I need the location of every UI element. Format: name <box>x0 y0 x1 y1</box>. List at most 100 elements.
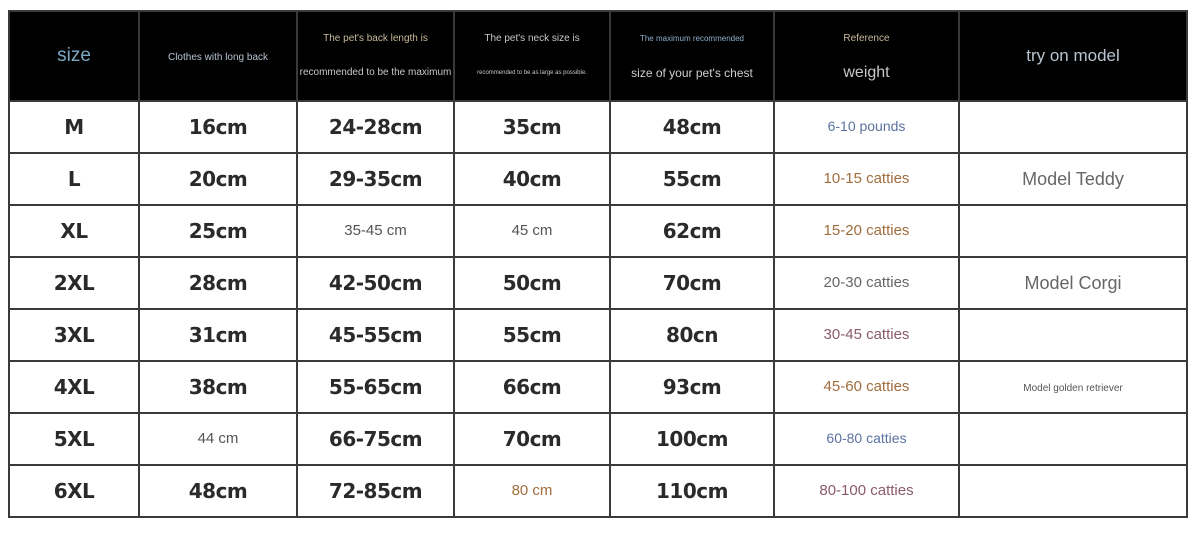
cell-back: 44 cm <box>138 412 298 466</box>
length-value: 42-50cm <box>328 271 423 295</box>
cell-length: 42-50cm <box>296 256 455 310</box>
length-value: 29-35cm <box>328 167 423 191</box>
header-neck-line1: The pet's neck size is <box>484 33 580 44</box>
weight-value: 20-30 catties <box>823 274 910 291</box>
weight-value: 6-10 pounds <box>827 118 906 134</box>
cell-weight: 6-10 pounds <box>773 100 960 154</box>
back-value: 20cm <box>188 167 248 191</box>
weight-value: 30-45 catties <box>823 326 910 343</box>
chest-value: 93cm <box>662 375 722 399</box>
header-back-length-line1: The pet's back length is <box>323 33 428 44</box>
cell-model: Model golden retriever <box>958 360 1188 414</box>
table-row: L 20cm 29-35cm 40cm 55cm 10-15 catties Model T… <box>8 152 1188 206</box>
cell-chest: 48cm <box>609 100 775 154</box>
cell-chest: 55cm <box>609 152 775 206</box>
model-value: Model Corgi <box>1024 272 1122 293</box>
cell-model: Model Teddy <box>958 152 1188 206</box>
neck-value: 50cm <box>502 271 562 295</box>
header-model-label: try on model <box>1026 46 1120 65</box>
cell-length: 29-35cm <box>296 152 455 206</box>
cell-model <box>958 100 1188 154</box>
header-size-label: size <box>57 45 91 66</box>
header-neck: The pet's neck size is recommended to be… <box>453 10 611 102</box>
cell-back: 48cm <box>138 464 298 518</box>
model-value: Model Teddy <box>1022 168 1124 189</box>
cell-back: 38cm <box>138 360 298 414</box>
back-value: 25cm <box>188 219 248 243</box>
cell-size: 3XL <box>8 308 140 362</box>
cell-length: 55-65cm <box>296 360 455 414</box>
weight-value: 15-20 catties <box>823 222 910 239</box>
size-chart-table: size Clothes with long back The pet's ba… <box>8 10 1188 518</box>
chest-value: 55cm <box>662 167 722 191</box>
cell-neck: 55cm <box>453 308 611 362</box>
cell-length: 72-85cm <box>296 464 455 518</box>
chest-value: 48cm <box>662 115 722 139</box>
weight-value: 60-80 catties <box>826 430 907 446</box>
cell-chest: 62cm <box>609 204 775 258</box>
size-label: 2XL <box>53 271 95 295</box>
length-value: 55-65cm <box>328 375 423 399</box>
length-value: 45-55cm <box>328 323 423 347</box>
header-back-length-line2: recommended to be the maximum <box>299 67 452 78</box>
header-weight-line1: Reference <box>843 33 890 44</box>
neck-value: 70cm <box>502 427 562 451</box>
cell-neck: 80 cm <box>453 464 611 518</box>
header-model: try on model <box>958 10 1188 102</box>
cell-neck: 70cm <box>453 412 611 466</box>
length-value: 72-85cm <box>328 479 423 503</box>
cell-weight: 30-45 catties <box>773 308 960 362</box>
neck-value: 40cm <box>502 167 562 191</box>
size-label: 6XL <box>53 479 95 503</box>
cell-back: 16cm <box>138 100 298 154</box>
cell-size: 5XL <box>8 412 140 466</box>
cell-size: 2XL <box>8 256 140 310</box>
size-label: M <box>64 115 84 139</box>
cell-length: 24-28cm <box>296 100 455 154</box>
header-weight: Reference weight <box>773 10 960 102</box>
header-size: size <box>8 10 140 102</box>
header-back: Clothes with long back <box>138 10 298 102</box>
size-label: L <box>67 167 81 191</box>
weight-value: 10-15 catties <box>823 170 910 187</box>
table-row: 5XL 44 cm 66-75cm 70cm 100cm 60-80 catties <box>8 412 1188 466</box>
cell-model <box>958 308 1188 362</box>
cell-weight: 45-60 catties <box>773 360 960 414</box>
cell-chest: 70cm <box>609 256 775 310</box>
neck-value: 45 cm <box>511 222 553 239</box>
cell-model <box>958 412 1188 466</box>
chest-value: 100cm <box>656 427 728 451</box>
table-row: 2XL 28cm 42-50cm 50cm 70cm 20-30 catties Model… <box>8 256 1188 310</box>
back-value: 48cm <box>188 479 248 503</box>
neck-value: 80 cm <box>511 482 553 499</box>
cell-chest: 110cm <box>609 464 775 518</box>
cell-weight: 60-80 catties <box>773 412 960 466</box>
table-row: 4XL 38cm 55-65cm 66cm 93cm 45-60 catties Model… <box>8 360 1188 414</box>
back-value: 31cm <box>188 323 248 347</box>
length-value: 35-45 cm <box>344 222 407 239</box>
cell-size: M <box>8 100 140 154</box>
cell-model <box>958 464 1188 518</box>
back-value: 44 cm <box>197 430 239 447</box>
weight-value: 45-60 catties <box>823 378 910 395</box>
cell-weight: 10-15 catties <box>773 152 960 206</box>
header-chest-line1: The maximum recommended <box>639 34 745 43</box>
cell-back: 28cm <box>138 256 298 310</box>
table-row: M 16cm 24-28cm 35cm 48cm 6-10 pounds <box>8 100 1188 154</box>
header-back-label: Clothes with long back <box>167 52 269 63</box>
back-value: 16cm <box>188 115 248 139</box>
cell-size: 4XL <box>8 360 140 414</box>
cell-model <box>958 204 1188 258</box>
back-value: 38cm <box>188 375 248 399</box>
cell-size: XL <box>8 204 140 258</box>
length-value: 24-28cm <box>328 115 423 139</box>
back-value: 28cm <box>188 271 248 295</box>
cell-chest: 100cm <box>609 412 775 466</box>
header-chest: The maximum recommended size of your pet… <box>609 10 775 102</box>
cell-neck: 40cm <box>453 152 611 206</box>
size-label: XL <box>60 219 88 243</box>
table-row: 3XL 31cm 45-55cm 55cm 80cn 30-45 catties <box>8 308 1188 362</box>
cell-length: 45-55cm <box>296 308 455 362</box>
chest-value: 62cm <box>662 219 722 243</box>
cell-weight: 15-20 catties <box>773 204 960 258</box>
